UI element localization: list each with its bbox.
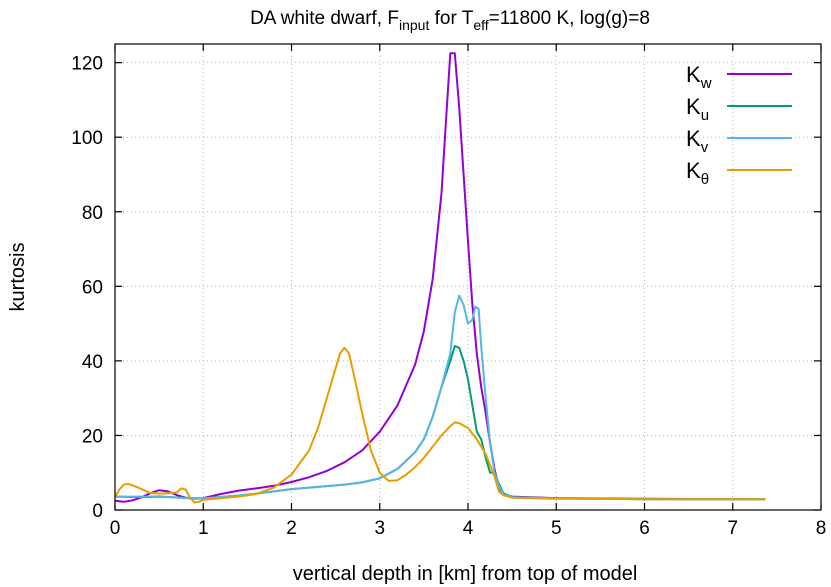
y-tick-label: 40 xyxy=(82,352,103,373)
y-tick-label: 20 xyxy=(82,426,103,447)
legend-label-w: Kw xyxy=(686,62,712,92)
y-tick-label: 80 xyxy=(82,203,103,224)
legend-label-θ: Kθ xyxy=(686,158,709,188)
series-line-θ xyxy=(114,346,766,504)
chart-title: DA white dwarf, Finput for Teff=11800 K,… xyxy=(250,8,650,33)
x-tick-label: 6 xyxy=(639,518,650,539)
x-tick-label: 4 xyxy=(463,518,474,539)
x-tick-label: 7 xyxy=(727,518,738,539)
series-line-v xyxy=(115,294,766,501)
series-line-u xyxy=(114,345,766,501)
y-tick-label: 0 xyxy=(92,501,103,522)
series-line-w xyxy=(114,52,766,503)
x-tick-label: 5 xyxy=(551,518,562,539)
x-tick-label: 2 xyxy=(286,518,297,539)
x-tick-label: 1 xyxy=(198,518,209,539)
plot-area xyxy=(114,52,766,504)
x-tick-label: 0 xyxy=(110,518,121,539)
y-tick-label: 100 xyxy=(71,128,103,149)
legend-label-u: Ku xyxy=(686,94,709,124)
grid xyxy=(115,44,821,510)
x-tick-label: 3 xyxy=(374,518,385,539)
axis-ticks xyxy=(114,44,822,511)
y-tick-label: 120 xyxy=(71,54,103,75)
legend-label-v: Kv xyxy=(686,126,709,156)
y-axis-label: kurtosis xyxy=(7,243,29,312)
y-tick-label: 60 xyxy=(82,277,103,298)
x-tick-label: 8 xyxy=(816,518,827,539)
x-axis-label: vertical depth in [km] from top of model xyxy=(293,563,638,585)
